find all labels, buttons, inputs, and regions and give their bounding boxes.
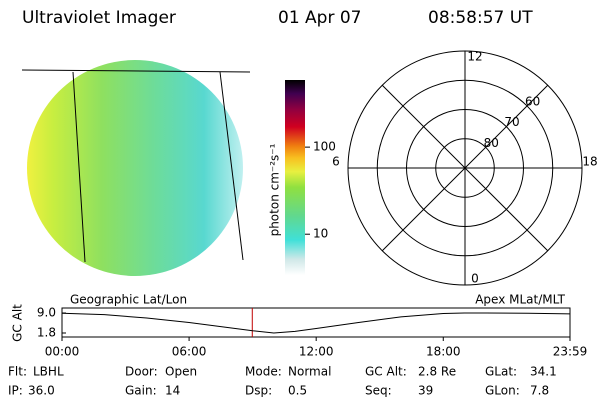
plot-frame (61, 307, 571, 338)
x-tick-label: 12:00 (299, 345, 334, 359)
latitude-label: 80 (484, 136, 499, 150)
field-label: Door: (125, 365, 158, 379)
latitude-circle (406, 109, 524, 227)
field-value: 34.1 (530, 365, 557, 379)
x-tick-label: 18:00 (426, 345, 461, 359)
colorbar-tick-label: 100 (313, 140, 336, 154)
colorbar-ticks: 10 100 (305, 140, 336, 241)
mlt-label: 0 (471, 272, 479, 286)
latitude-label: 60 (525, 94, 540, 108)
x-tick-label: 06:00 (172, 345, 207, 359)
altitude-plot: GC Alt Geographic Lat/Lon Apex MLat/MLT 9.0… (11, 293, 588, 359)
latitude-label: 70 (504, 115, 519, 129)
field-value: Open (165, 365, 197, 379)
altitude-line (61, 312, 571, 334)
field-value: 39 (418, 384, 433, 398)
colorbar (285, 80, 305, 275)
field-value: 36.0 (28, 384, 55, 398)
title: Ultraviolet Imager (22, 8, 176, 28)
left-label: Geographic Lat/Lon (70, 293, 187, 307)
y-tick-label: 1.8 (37, 326, 56, 340)
field-label: IP: (8, 384, 23, 398)
mlt-label: 18 (582, 155, 597, 169)
footer: Flt: LBHL Door: Open Mode: Normal GC Alt: 2.8 R… (8, 365, 557, 398)
earth-disk (27, 60, 243, 276)
right-label: Apex MLat/MLT (475, 293, 565, 307)
grid-line (219, 71, 244, 261)
time: 08:58:57 UT (428, 8, 533, 28)
date: 01 Apr 07 (278, 8, 361, 28)
y-axis-label: GC Alt (11, 304, 25, 342)
field-label: Gain: (125, 384, 157, 398)
colorbar-tick-label: 10 (313, 227, 328, 241)
mlt-label: 12 (467, 50, 482, 64)
x-tick-label: 00:00 (45, 345, 80, 359)
y-tick-label: 9.0 (37, 306, 56, 320)
field-value: Normal (288, 365, 331, 379)
field-value: 2.8 Re (418, 365, 456, 379)
field-label: Seq: (365, 384, 392, 398)
field-value: 7.8 (530, 384, 549, 398)
field-value: 14 (165, 384, 180, 398)
field-label: GLon: (485, 384, 520, 398)
latitude-circle (376, 79, 554, 257)
field-value: LBHL (33, 365, 64, 379)
field-label: GLat: (485, 365, 517, 379)
colorbar-label: photon cm⁻²s⁻¹ (268, 143, 282, 236)
x-tick-label: 23:59 (553, 345, 588, 359)
field-label: GC Alt: (365, 365, 407, 379)
latitude-circle (435, 138, 495, 198)
field-label: Flt: (8, 365, 27, 379)
field-value: 0.5 (288, 384, 307, 398)
grid-line (72, 71, 86, 263)
field-label: Mode: (245, 365, 282, 379)
uv-image (21, 60, 251, 276)
field-label: Dsp: (245, 384, 272, 398)
grid-line (21, 69, 251, 73)
mlt-label: 6 (332, 155, 340, 169)
